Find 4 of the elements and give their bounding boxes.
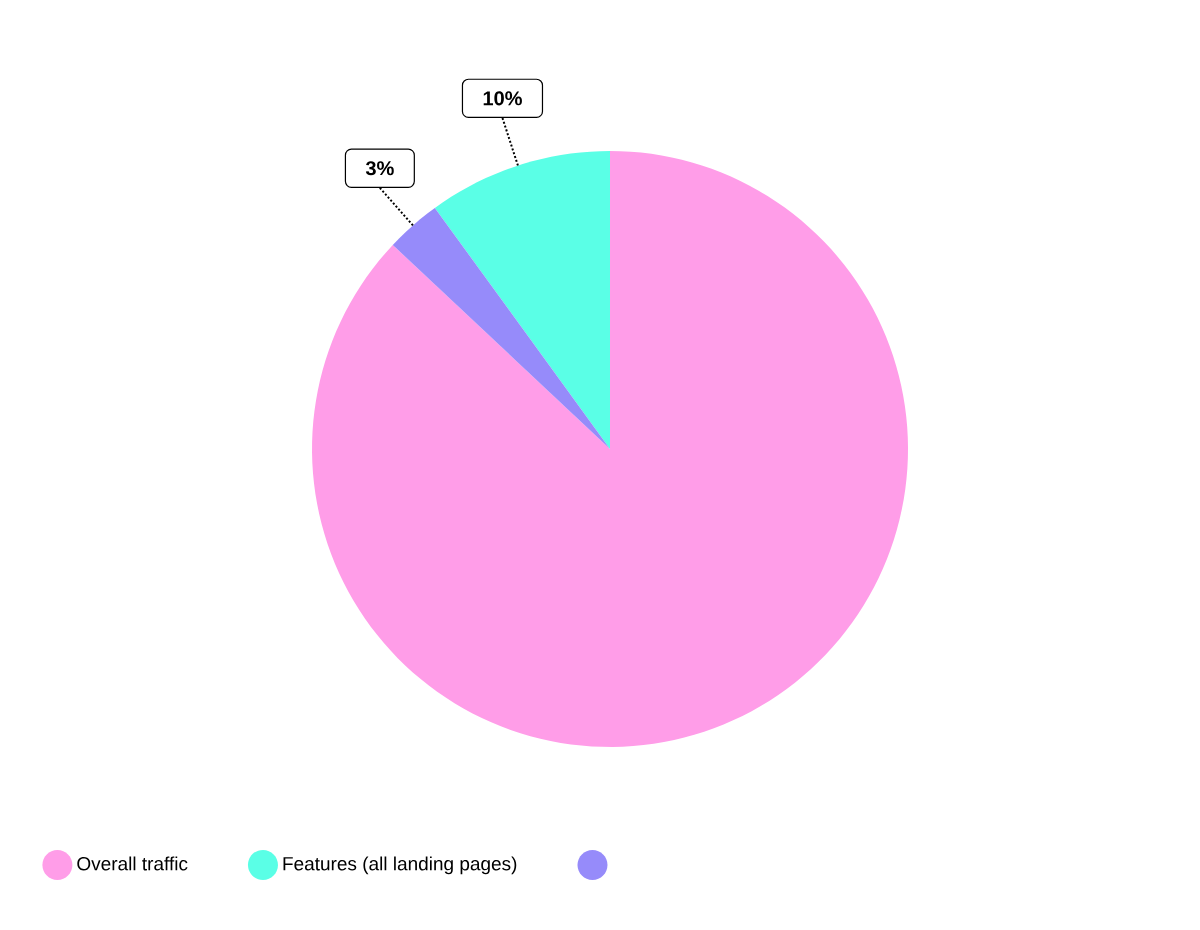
legend-label: Features (all landing pages): [283, 856, 517, 875]
data-label: 10%: [483, 91, 522, 106]
data-label: 3%: [365, 161, 394, 176]
legend-label: Overall traffic: [77, 856, 188, 871]
